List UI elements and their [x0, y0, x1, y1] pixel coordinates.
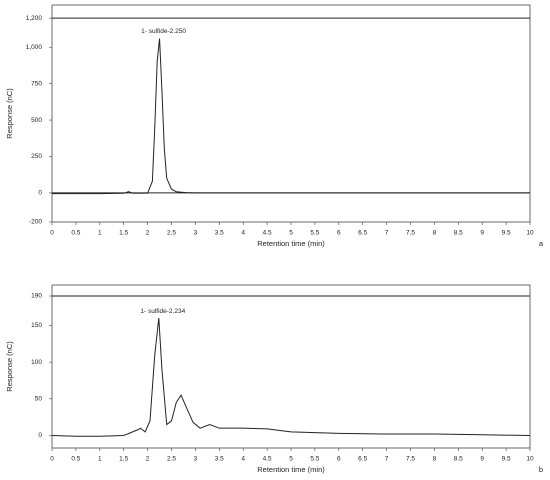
- x-tick-label: 7: [385, 230, 389, 237]
- x-tick-label: 5: [289, 456, 293, 463]
- panel-label: b: [539, 465, 543, 474]
- panel-label: a: [539, 239, 544, 248]
- y-tick-label: 50: [35, 396, 43, 403]
- x-tick-label: 7: [385, 456, 389, 463]
- y-axis-label: Response (nC): [5, 341, 14, 392]
- x-tick-label: 7.5: [406, 456, 415, 463]
- peak-annotation: 1- sulfide-2.250: [141, 28, 186, 35]
- y-tick-label: 250: [31, 153, 42, 160]
- x-tick-label: 2: [146, 456, 150, 463]
- y-tick-label: 0: [38, 190, 42, 197]
- x-tick-label: 3.5: [215, 230, 224, 237]
- y-tick-label: 1,200: [26, 15, 43, 22]
- x-tick-label: 8.5: [454, 230, 463, 237]
- y-axis-label: Response (nC): [5, 88, 14, 139]
- x-tick-label: 10: [526, 456, 534, 463]
- x-tick-label: 2.5: [167, 456, 176, 463]
- x-tick-label: 0.5: [71, 230, 80, 237]
- x-tick-label: 6: [337, 456, 341, 463]
- x-tick-label: 0: [50, 230, 54, 237]
- x-tick-label: 5.5: [310, 230, 319, 237]
- x-tick-label: 1.5: [119, 230, 128, 237]
- x-tick-label: 9.5: [502, 230, 511, 237]
- plot-frame: [51, 284, 531, 449]
- y-tick-label: -200: [29, 219, 42, 226]
- x-tick-label: 3: [194, 230, 198, 237]
- y-tick-label: 0: [38, 432, 42, 439]
- plot-frame: [51, 4, 531, 223]
- x-tick-label: 9.5: [502, 456, 511, 463]
- x-tick-label: 6: [337, 230, 341, 237]
- x-tick-label: 5: [289, 230, 293, 237]
- y-tick-label: 1,000: [26, 44, 43, 51]
- x-tick-label: 0.5: [71, 456, 80, 463]
- x-tick-label: 6.5: [358, 456, 367, 463]
- y-tick-label: 500: [31, 117, 42, 124]
- x-tick-label: 8: [433, 230, 437, 237]
- x-tick-label: 7.5: [406, 230, 415, 237]
- x-tick-label: 1: [98, 456, 102, 463]
- x-tick-label: 8.5: [454, 456, 463, 463]
- x-tick-label: 4: [241, 456, 245, 463]
- x-tick-label: 1: [98, 230, 102, 237]
- x-tick-label: 4: [241, 230, 245, 237]
- x-tick-label: 2.5: [167, 230, 176, 237]
- chromatogram-line: [52, 38, 530, 195]
- x-tick-label: 8: [433, 456, 437, 463]
- peak-annotation: 1- sulfide-2.234: [140, 308, 185, 315]
- x-tick-label: 3.5: [215, 456, 224, 463]
- x-tick-label: 2: [146, 230, 150, 237]
- x-axis-label: Retention time (min): [257, 465, 325, 474]
- y-tick-label: 190: [31, 293, 42, 300]
- x-tick-label: 4.5: [263, 230, 272, 237]
- x-tick-label: 1.5: [119, 456, 128, 463]
- x-tick-label: 10: [526, 230, 534, 237]
- chromatogram-line: [51, 317, 531, 437]
- x-tick-label: 9: [480, 230, 484, 237]
- y-tick-label: 750: [31, 80, 42, 87]
- x-tick-label: 0: [50, 456, 54, 463]
- x-tick-label: 9: [480, 456, 484, 463]
- y-tick-label: 100: [31, 359, 42, 366]
- x-tick-label: 4.5: [263, 456, 272, 463]
- x-tick-label: 5.5: [310, 456, 319, 463]
- y-tick-label: 150: [31, 322, 42, 329]
- x-axis-label: Retention time (min): [257, 239, 325, 248]
- x-tick-label: 3: [194, 456, 198, 463]
- x-tick-label: 6.5: [358, 230, 367, 237]
